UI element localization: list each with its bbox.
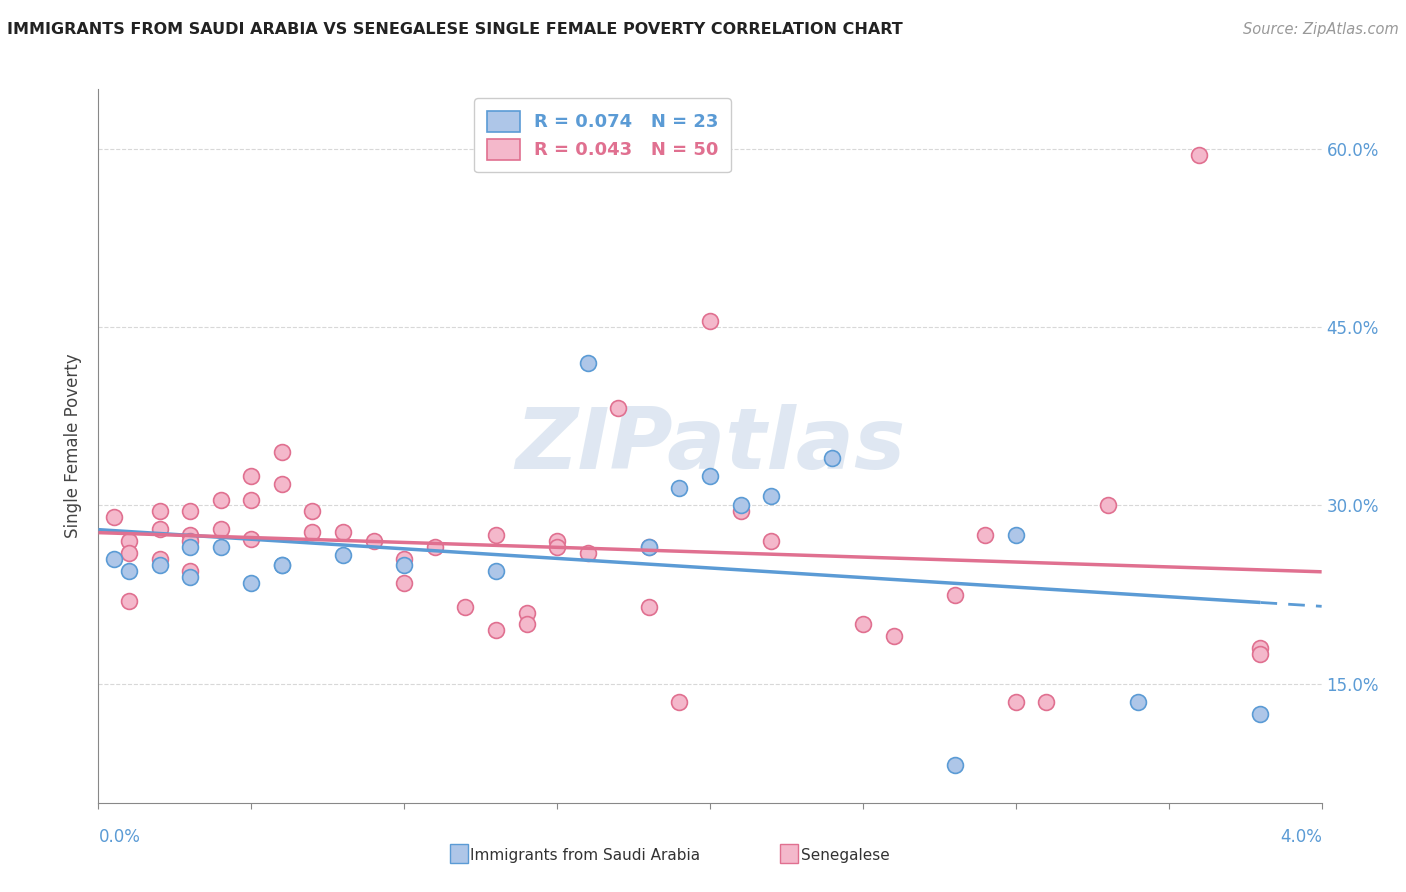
Text: Source: ZipAtlas.com: Source: ZipAtlas.com xyxy=(1243,22,1399,37)
Point xyxy=(149,558,172,572)
Point xyxy=(149,552,172,566)
Point xyxy=(270,558,294,572)
Point xyxy=(852,617,875,632)
Point xyxy=(179,534,201,549)
Point xyxy=(118,534,141,549)
Text: Senegalese: Senegalese xyxy=(800,848,890,863)
Point xyxy=(454,599,477,614)
Point xyxy=(943,588,966,602)
Y-axis label: Single Female Poverty: Single Female Poverty xyxy=(65,354,83,538)
Point xyxy=(1249,641,1271,656)
Point xyxy=(270,477,294,491)
Text: Immigrants from Saudi Arabia: Immigrants from Saudi Arabia xyxy=(470,848,700,863)
Point xyxy=(883,629,905,643)
Point xyxy=(1188,147,1211,161)
Point xyxy=(759,534,782,549)
Text: ZIPatlas: ZIPatlas xyxy=(515,404,905,488)
Point xyxy=(149,522,172,536)
Point xyxy=(179,570,201,584)
Point xyxy=(209,492,232,507)
Point xyxy=(149,504,172,518)
Point xyxy=(974,528,997,542)
Text: 0.0%: 0.0% xyxy=(98,828,141,846)
Point xyxy=(759,489,782,503)
Point xyxy=(699,468,721,483)
Point xyxy=(179,528,201,542)
Point xyxy=(118,593,141,607)
Point xyxy=(1249,647,1271,661)
Point xyxy=(1035,695,1057,709)
Point xyxy=(546,534,568,549)
Point xyxy=(637,540,661,554)
Point xyxy=(103,510,125,524)
Point xyxy=(730,499,752,513)
Point xyxy=(270,558,294,572)
Point xyxy=(668,695,690,709)
Point xyxy=(637,540,661,554)
Point xyxy=(392,552,416,566)
Point xyxy=(332,549,354,563)
Text: IMMIGRANTS FROM SAUDI ARABIA VS SENEGALESE SINGLE FEMALE POVERTY CORRELATION CHA: IMMIGRANTS FROM SAUDI ARABIA VS SENEGALE… xyxy=(7,22,903,37)
Point xyxy=(516,617,538,632)
Point xyxy=(423,540,446,554)
Point xyxy=(485,564,508,578)
Point xyxy=(363,534,385,549)
Legend: R = 0.074   N = 23, R = 0.043   N = 50: R = 0.074 N = 23, R = 0.043 N = 50 xyxy=(474,98,731,172)
Point xyxy=(576,546,599,560)
Point xyxy=(209,540,232,554)
Point xyxy=(546,540,568,554)
Point xyxy=(576,356,599,370)
Point xyxy=(179,504,201,518)
Point xyxy=(240,468,263,483)
Point xyxy=(516,606,538,620)
Point xyxy=(240,575,263,590)
Point xyxy=(1249,706,1271,721)
Point xyxy=(607,401,630,415)
Point xyxy=(270,445,294,459)
Point xyxy=(301,504,323,518)
Point xyxy=(179,564,201,578)
Point xyxy=(821,450,844,465)
Point xyxy=(1097,499,1119,513)
Point xyxy=(668,481,690,495)
Point xyxy=(1004,528,1026,542)
Point xyxy=(118,546,141,560)
Point xyxy=(485,528,508,542)
Point xyxy=(637,599,661,614)
Point xyxy=(103,552,125,566)
Text: 4.0%: 4.0% xyxy=(1279,828,1322,846)
Point xyxy=(332,524,354,539)
Point xyxy=(240,532,263,546)
Point xyxy=(730,504,752,518)
Point xyxy=(943,757,966,772)
Point xyxy=(1128,695,1150,709)
Point xyxy=(240,492,263,507)
Point xyxy=(699,314,721,328)
Point xyxy=(209,522,232,536)
Point xyxy=(392,575,416,590)
Point xyxy=(485,624,508,638)
Point xyxy=(1004,695,1026,709)
Point xyxy=(179,540,201,554)
Point xyxy=(118,564,141,578)
Point xyxy=(301,524,323,539)
Point xyxy=(392,558,416,572)
